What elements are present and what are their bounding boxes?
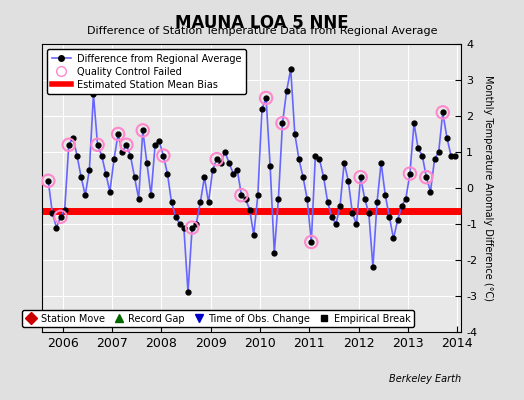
Point [122, 142, 130, 148]
Text: Difference of Station Temperature Data from Regional Average: Difference of Station Temperature Data f… [87, 26, 437, 36]
Point [57, 214, 65, 220]
Point [356, 174, 365, 180]
Point [138, 127, 147, 134]
Text: Berkeley Earth: Berkeley Earth [389, 374, 461, 384]
Point [188, 224, 196, 231]
Point [213, 156, 221, 162]
Point [278, 120, 287, 126]
Point [307, 239, 315, 245]
Y-axis label: Monthly Temperature Anomaly Difference (°C): Monthly Temperature Anomaly Difference (… [483, 75, 493, 301]
Point [159, 152, 168, 159]
Point [93, 142, 102, 148]
Point [64, 142, 73, 148]
Text: MAUNA LOA 5 NNE: MAUNA LOA 5 NNE [175, 14, 349, 32]
Point [439, 109, 447, 116]
Point [114, 131, 122, 137]
Point [262, 95, 270, 101]
Point [422, 174, 431, 180]
Point [406, 170, 414, 177]
Point [44, 178, 52, 184]
Legend: Station Move, Record Gap, Time of Obs. Change, Empirical Break: Station Move, Record Gap, Time of Obs. C… [21, 310, 414, 328]
Point [237, 192, 246, 198]
